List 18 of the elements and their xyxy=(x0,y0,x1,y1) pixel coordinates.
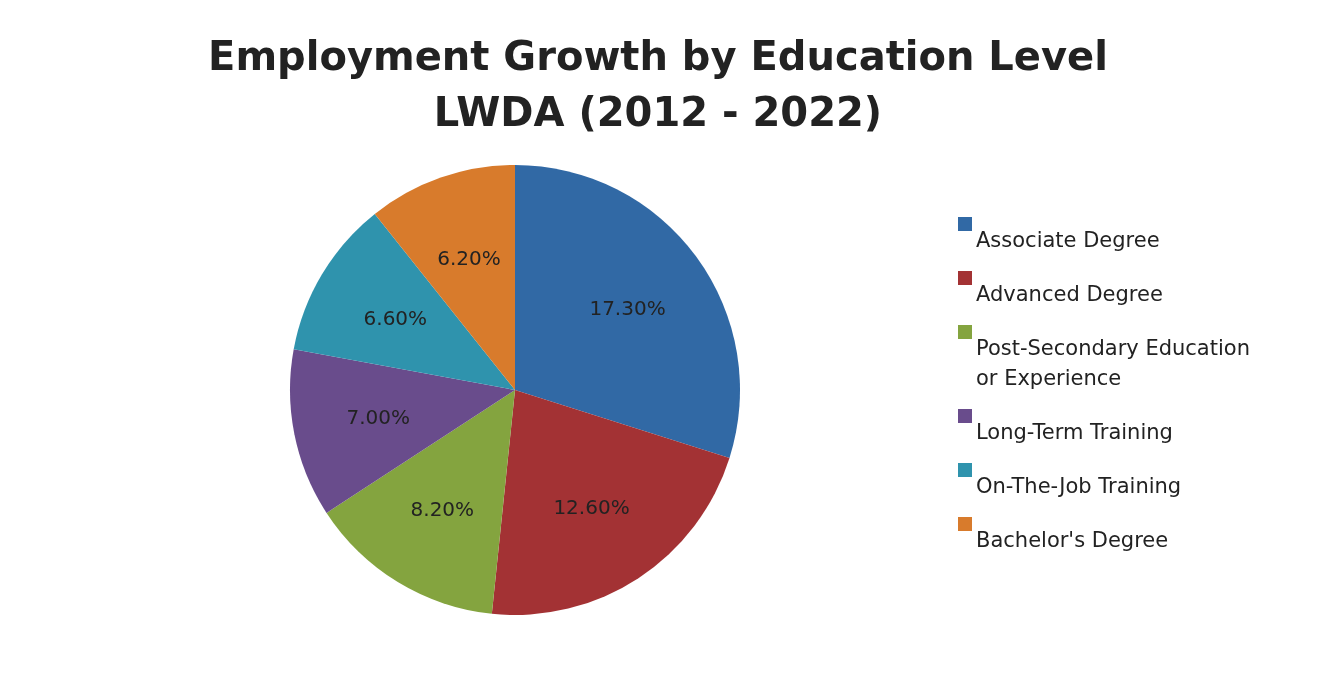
data-label: 12.60% xyxy=(553,494,630,519)
data-label: 6.60% xyxy=(363,306,428,331)
pie-slice xyxy=(326,390,515,614)
data-label: 7.00% xyxy=(346,405,410,430)
legend-label: On-The-Job Training xyxy=(976,473,1183,500)
chart-subtitle: LWDA (2012 - 2022) xyxy=(432,88,884,137)
pie-slice xyxy=(515,165,740,458)
legend-label: Bachelor's Degree xyxy=(976,527,1170,554)
legend-label: Post-Secondary Education or Experience xyxy=(976,335,1251,392)
data-label: 6.20% xyxy=(437,246,501,271)
chart-title: Employment Growth by Education Level xyxy=(207,32,1109,81)
data-label: 8.20% xyxy=(410,497,475,522)
legend-label: Advanced Degree xyxy=(976,281,1164,308)
pie-slice xyxy=(293,214,515,390)
data-label: 17.30% xyxy=(589,295,666,320)
pie-slice xyxy=(491,390,730,615)
legend-label: Long-Term Training xyxy=(976,419,1174,446)
legend-label: Associate Degree xyxy=(976,227,1161,254)
